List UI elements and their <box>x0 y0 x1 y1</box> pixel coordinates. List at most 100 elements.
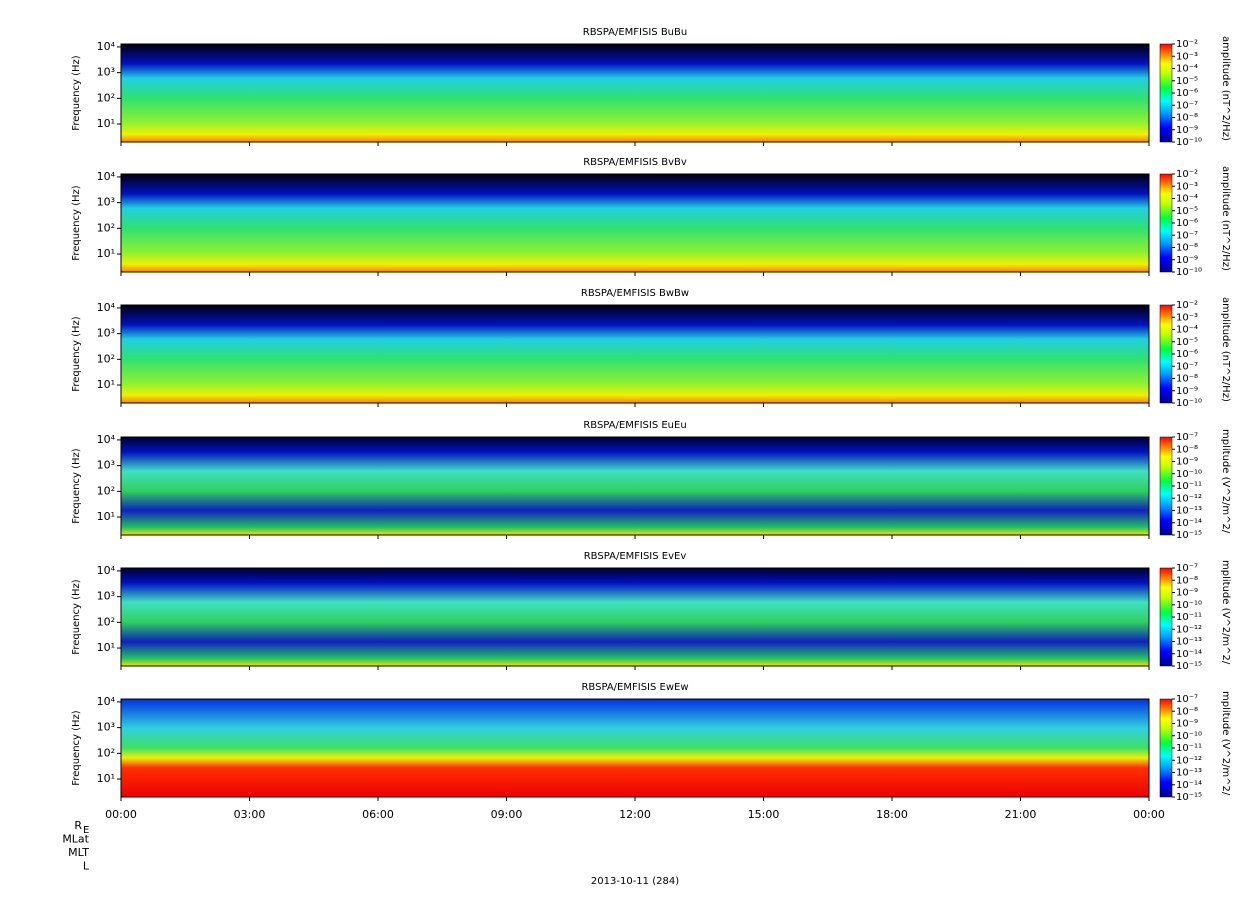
colorbar-tick-label: 10⁻⁵ <box>1176 76 1198 87</box>
y-tick-label: 10² <box>97 352 115 365</box>
y-axis-label: Frequency (Hz) <box>71 55 82 131</box>
panel-title: RBSPA/EMFISIS BwBw <box>581 288 689 299</box>
colorbar-tick-label: 10⁻⁴ <box>1176 325 1198 336</box>
y-tick-label: 10¹ <box>97 510 115 523</box>
colorbar-tick-label: 10⁻¹¹ <box>1176 481 1202 492</box>
colorbar-tick-label: 10⁻¹⁵ <box>1176 792 1202 803</box>
colorbar <box>1159 43 1173 143</box>
x-tick-label: 00:00 <box>1133 808 1165 821</box>
colorbar-tick-label: 10⁻¹⁵ <box>1176 661 1202 672</box>
colorbar-tick-label: 10⁻¹² <box>1176 755 1202 766</box>
y-tick-label: 10⁴ <box>97 695 116 708</box>
y-tick-label: 10⁴ <box>97 564 116 577</box>
colorbar-tick-label: 10⁻² <box>1176 169 1198 180</box>
colorbar-tick-label: 10⁻¹⁰ <box>1176 398 1202 409</box>
y-tick-label: 10¹ <box>97 772 115 785</box>
y-tick-label: 10⁴ <box>97 170 116 183</box>
panel-title: RBSPA/EMFISIS EuEu <box>583 420 686 431</box>
colorbar-tick-label: 10⁻⁶ <box>1176 218 1198 229</box>
colorbar-tick-label: 10⁻⁹ <box>1176 457 1198 468</box>
y-axis-label: Frequency (Hz) <box>71 448 82 524</box>
colorbar-tick-label: 10⁻¹⁰ <box>1176 137 1202 148</box>
ephemeris-label: L <box>83 860 90 873</box>
spectrogram-image <box>121 568 1149 666</box>
colorbar-tick-label: 10⁻¹⁵ <box>1176 530 1202 541</box>
colorbar-label: mplitude (V^2/m^2/ <box>1220 429 1231 534</box>
colorbar-tick-label: 10⁻⁵ <box>1176 337 1198 348</box>
ephemeris-label: R <box>74 819 82 832</box>
colorbar-tick-label: 10⁻⁷ <box>1176 230 1198 241</box>
colorbar <box>1159 698 1173 798</box>
y-tick-label: 10¹ <box>97 641 115 654</box>
colorbar-tick-label: 10⁻⁸ <box>1176 706 1198 717</box>
colorbar-tick-label: 10⁻³ <box>1176 181 1198 192</box>
colorbar-tick-label: 10⁻¹³ <box>1176 506 1202 517</box>
colorbar-tick-label: 10⁻⁹ <box>1176 588 1198 599</box>
spectrogram-image <box>121 305 1149 403</box>
x-tick-label: 18:00 <box>876 808 908 821</box>
colorbar-tick-label: 10⁻⁶ <box>1176 349 1198 360</box>
spectrogram-image <box>121 437 1149 535</box>
colorbar-label: amplitude (nT^2/Hz) <box>1220 166 1231 271</box>
y-tick-label: 10³ <box>97 196 115 209</box>
panel-title: RBSPA/EMFISIS EwEw <box>581 682 688 693</box>
colorbar-tick-label: 10⁻⁸ <box>1176 444 1198 455</box>
y-tick-label: 10² <box>97 746 115 759</box>
colorbar-tick-label: 10⁻⁸ <box>1176 374 1198 385</box>
colorbar-tick-label: 10⁻⁵ <box>1176 206 1198 217</box>
colorbar-tick-label: 10⁻² <box>1176 39 1198 50</box>
spectrogram-image <box>121 699 1149 797</box>
colorbar <box>1159 436 1173 536</box>
colorbar-label: amplitude (nT^2/Hz) <box>1220 297 1231 402</box>
colorbar <box>1159 567 1173 667</box>
panel-title: RBSPA/EMFISIS BvBv <box>583 157 687 168</box>
x-tick-label: 09:00 <box>491 808 523 821</box>
colorbar-tick-label: 10⁻⁷ <box>1176 694 1198 705</box>
y-tick-label: 10² <box>97 221 115 234</box>
x-tick-label: 21:00 <box>1005 808 1037 821</box>
colorbar-tick-label: 10⁻¹³ <box>1176 768 1202 779</box>
colorbar-tick-label: 10⁻¹⁴ <box>1176 649 1202 660</box>
colorbar-tick-label: 10⁻¹² <box>1176 624 1202 635</box>
colorbar-tick-label: 10⁻⁷ <box>1176 563 1198 574</box>
colorbar-tick-label: 10⁻⁶ <box>1176 88 1198 99</box>
y-tick-label: 10² <box>97 91 115 104</box>
colorbar-tick-label: 10⁻¹¹ <box>1176 612 1202 623</box>
colorbar-tick-label: 10⁻¹⁰ <box>1176 469 1202 480</box>
colorbar-label: amplitude (nT^2/Hz) <box>1220 36 1231 141</box>
x-tick-label: 15:00 <box>748 808 780 821</box>
x-tick-label: 00:00 <box>105 808 137 821</box>
colorbar-tick-label: 10⁻¹³ <box>1176 637 1202 648</box>
colorbar-tick-label: 10⁻¹⁴ <box>1176 780 1202 791</box>
y-tick-label: 10⁴ <box>97 433 116 446</box>
ephemeris-label: MLT <box>68 846 89 859</box>
y-tick-label: 10¹ <box>97 117 115 130</box>
y-tick-label: 10⁴ <box>97 40 116 53</box>
colorbar-tick-label: 10⁻² <box>1176 300 1198 311</box>
panel-title: RBSPA/EMFISIS BuBu <box>583 27 687 38</box>
colorbar-tick-label: 10⁻⁹ <box>1176 386 1198 397</box>
colorbar-tick-label: 10⁻³ <box>1176 312 1198 323</box>
colorbar-tick-label: 10⁻⁴ <box>1176 64 1198 75</box>
colorbar <box>1159 173 1173 273</box>
ephemeris-subscript: E <box>83 825 89 836</box>
colorbar-tick-label: 10⁻⁹ <box>1176 719 1198 730</box>
y-axis-label: Frequency (Hz) <box>71 710 82 786</box>
x-tick-label: 06:00 <box>362 808 394 821</box>
colorbar-tick-label: 10⁻³ <box>1176 51 1198 62</box>
colorbar-label: mplitude (V^2/m^2/ <box>1220 691 1231 796</box>
y-tick-label: 10³ <box>97 66 115 79</box>
y-tick-label: 10² <box>97 484 115 497</box>
colorbar-tick-label: 10⁻¹⁰ <box>1176 267 1202 278</box>
colorbar-tick-label: 10⁻⁸ <box>1176 113 1198 124</box>
y-tick-label: 10¹ <box>97 247 115 260</box>
y-tick-label: 10³ <box>97 459 115 472</box>
y-tick-label: 10⁴ <box>97 301 116 314</box>
y-tick-label: 10³ <box>97 721 115 734</box>
colorbar-tick-label: 10⁻⁷ <box>1176 100 1198 111</box>
colorbar <box>1159 304 1173 404</box>
colorbar-tick-label: 10⁻¹¹ <box>1176 743 1202 754</box>
colorbar-tick-label: 10⁻¹⁰ <box>1176 600 1202 611</box>
colorbar-tick-label: 10⁻⁸ <box>1176 575 1198 586</box>
